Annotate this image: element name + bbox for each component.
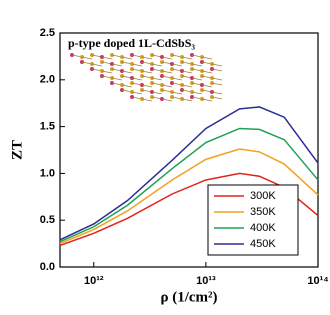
- y-tick-label: 2.0: [40, 74, 55, 86]
- page: p-type doped 1L-CdSbS₃ ρ (1/cm²) ZT 0.0 0…: [0, 0, 330, 315]
- y-tick-label: 0.0: [40, 261, 55, 273]
- y-tick-label: 2.5: [40, 27, 55, 39]
- y-axis-label: ZT: [9, 140, 25, 160]
- chart: p-type doped 1L-CdSbS₃ ρ (1/cm²) ZT 0.0 0…: [0, 0, 330, 315]
- x-tick-label: 10¹²: [84, 275, 104, 287]
- y-tick-label: 1.0: [40, 167, 55, 179]
- chart-title: p-type doped 1L-CdSbS₃: [68, 36, 195, 50]
- x-tick-label: 10¹⁴: [307, 275, 328, 287]
- legend-label: 400K: [250, 222, 276, 234]
- y-tick-label: 0.5: [40, 214, 55, 226]
- crystal-inset: [70, 53, 222, 101]
- legend-label: 300K: [250, 190, 276, 202]
- x-tick-label: 10¹³: [196, 275, 216, 287]
- x-axis-label: ρ (1/cm²): [160, 289, 217, 305]
- legend-label: 450K: [250, 238, 276, 250]
- legend-label: 350K: [250, 206, 276, 218]
- y-tick-label: 1.5: [40, 121, 55, 133]
